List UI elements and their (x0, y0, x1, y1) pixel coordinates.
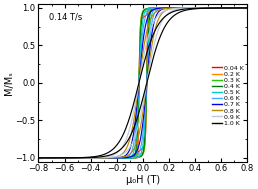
Y-axis label: M/Mₛ: M/Mₛ (4, 71, 14, 95)
X-axis label: μ₀H (T): μ₀H (T) (126, 175, 160, 185)
Text: 0.14 T/s: 0.14 T/s (49, 12, 82, 21)
Legend: 0.04 K, 0.2 K, 0.3 K, 0.4 K, 0.5 K, 0.6 K, 0.7 K, 0.8 K, 0.9 K, 1.0 K: 0.04 K, 0.2 K, 0.3 K, 0.4 K, 0.5 K, 0.6 … (212, 65, 244, 126)
